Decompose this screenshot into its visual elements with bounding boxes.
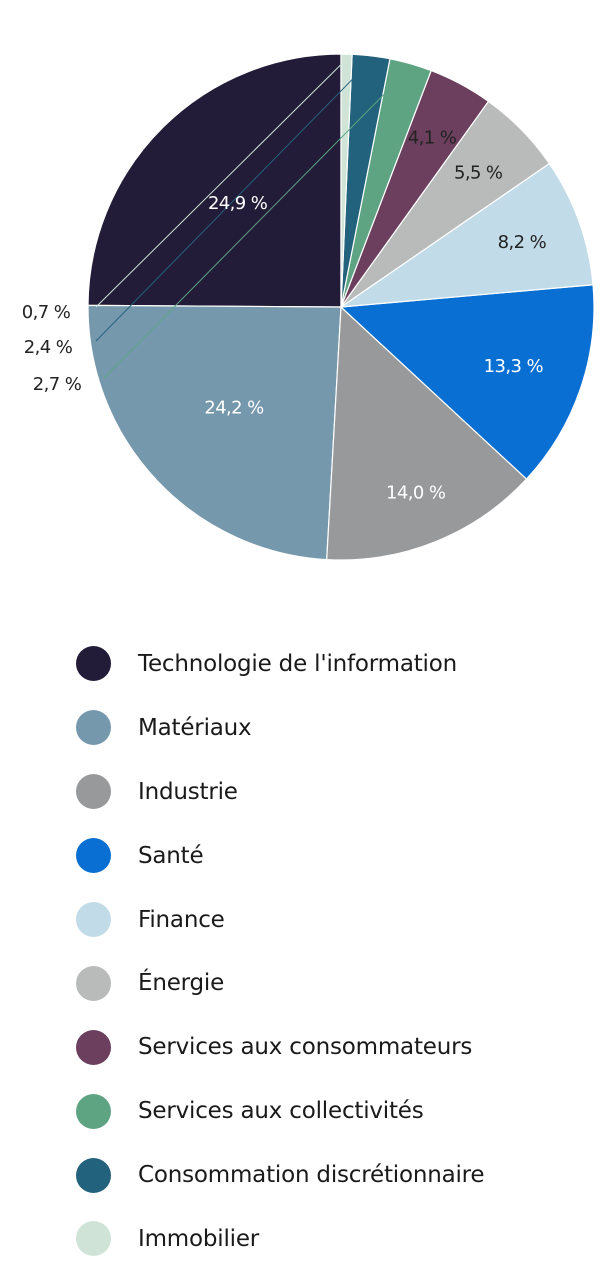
legend-swatch [76, 965, 111, 1001]
legend-swatch [76, 1093, 111, 1129]
legend-item-materiaux: Matériaux [76, 696, 596, 760]
legend-swatch [76, 710, 111, 746]
legend-label: Immobilier [138, 1225, 260, 1252]
legend-swatch [76, 1221, 111, 1257]
leader-line [103, 68, 410, 379]
legend-label: Énergie [138, 970, 225, 997]
leader-line [95, 58, 347, 308]
pie-slice-industrie [326, 305, 528, 561]
pie-slice-finance [338, 162, 594, 308]
legend-item-services-aux-consommateurs: Services aux consommateurs [76, 1015, 596, 1079]
legend-item-technologie-de-l-information: Technologie de l'information [76, 632, 596, 696]
slice-value-label: 24,9 % [208, 193, 268, 214]
legend-swatch [76, 646, 111, 682]
legend: Technologie de l'information Matériaux Ind… [76, 632, 596, 1271]
legend-label: Matériaux [138, 714, 252, 741]
slice-labels: 24,9 % 24,2 % 14,0 % 13,3 % 8,2 % 5,5 % 4,1 % 2… [22, 128, 547, 504]
legend-label: Santé [138, 842, 204, 869]
legend-item-industrie: Industrie [76, 760, 596, 824]
legend-swatch [76, 774, 111, 810]
pie-slice-sante [339, 284, 595, 480]
legend-item-services-aux-collectivites: Services aux collectivités [76, 1079, 596, 1143]
pie-slice-materiaux [87, 304, 342, 561]
leader-line [95, 60, 371, 342]
slice-value-label: 5,5 % [454, 162, 503, 183]
pie-chart: 24,9 % 24,2 % 14,0 % 13,3 % 8,2 % 5,5 % 4,1 % 2… [22, 53, 595, 561]
slice-value-label: 14,0 % [386, 482, 446, 503]
slice-value-label: 4,1 % [408, 128, 457, 149]
legend-item-energie: Énergie [76, 951, 596, 1015]
slice-value-label: 0,7 % [22, 302, 71, 323]
legend-label: Services aux collectivités [138, 1098, 424, 1125]
legend-swatch [76, 838, 111, 874]
legend-item-consommation-discretionnaire: Consommation discrétionnaire [76, 1143, 596, 1207]
pie-slices [87, 53, 595, 561]
legend-label: Industrie [138, 778, 238, 805]
legend-label: Technologie de l'information [138, 650, 457, 677]
slice-value-label: 13,3 % [484, 356, 544, 377]
legend-item-finance: Finance [76, 888, 596, 952]
leader-lines [95, 58, 410, 379]
pie-slice-technologie-de-l-information [87, 53, 342, 308]
legend-label: Consommation discrétionnaire [138, 1162, 485, 1189]
legend-swatch [76, 1157, 111, 1193]
slice-value-label: 2,7 % [33, 374, 82, 395]
slice-value-label: 24,2 % [204, 398, 264, 419]
legend-label: Finance [138, 906, 225, 933]
legend-swatch [76, 1029, 111, 1065]
legend-item-sante: Santé [76, 824, 596, 888]
slice-value-label: 2,4 % [24, 337, 73, 358]
legend-item-immobilier: Immobilier [76, 1207, 596, 1271]
legend-swatch [76, 902, 111, 937]
slice-value-label: 8,2 % [498, 232, 547, 253]
pie-slice-immobilier [340, 53, 353, 308]
legend-label: Services aux consommateurs [138, 1034, 473, 1061]
